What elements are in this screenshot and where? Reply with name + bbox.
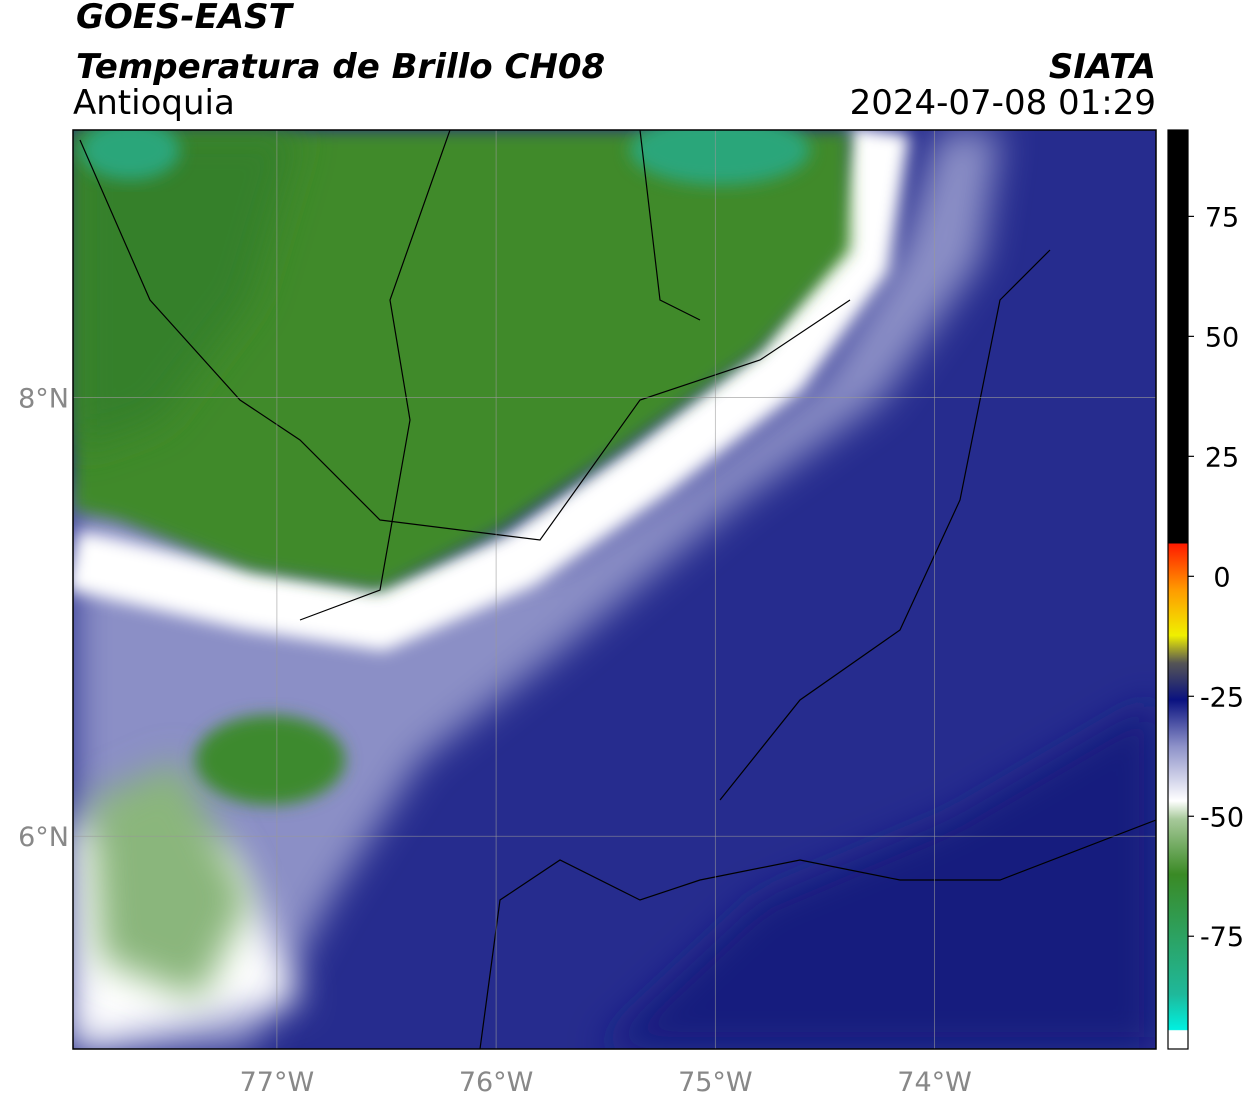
title: GOES-EAST [76,0,295,37]
colorbar-tick-label: -25 [1200,682,1244,713]
datetime: 2024-07-08 01:29 [850,83,1156,123]
colorbar-tick-label: -50 [1200,802,1244,833]
white-band [73,130,910,651]
borders [79,130,1156,1049]
warm-core [73,130,300,450]
colorbar-tick-label: 75 [1205,202,1239,233]
map-frame [72,129,1157,1050]
lon-tick-label: 77°W [240,1067,315,1098]
green-area [90,760,250,1000]
colorbar [1167,129,1189,1050]
colorbar-tick-label: 50 [1205,322,1239,353]
green-area [195,715,345,805]
lat-tick-label: 8°N [18,384,69,415]
region: Antioquia [73,83,235,123]
warm-area [73,130,850,590]
cold-cloud [600,700,1156,1049]
warm-spot [630,130,810,185]
lon-tick-label: 76°W [459,1067,534,1098]
warm-spot [80,130,180,180]
colorbar-tick-label: 25 [1205,442,1239,473]
lon-tick-label: 75°W [678,1067,753,1098]
subtitle: Temperatura de Brillo CH08 [76,47,605,87]
colorbar-tick-label: -75 [1200,922,1244,953]
lon-tick-label: 74°W [897,1067,972,1098]
source: SIATA [1049,47,1156,87]
lat-tick-label: 6°N [18,822,69,853]
cloud-edge [73,130,1000,1049]
colorbar-tick-label: 0 [1213,562,1230,593]
map-image [73,130,1156,1049]
